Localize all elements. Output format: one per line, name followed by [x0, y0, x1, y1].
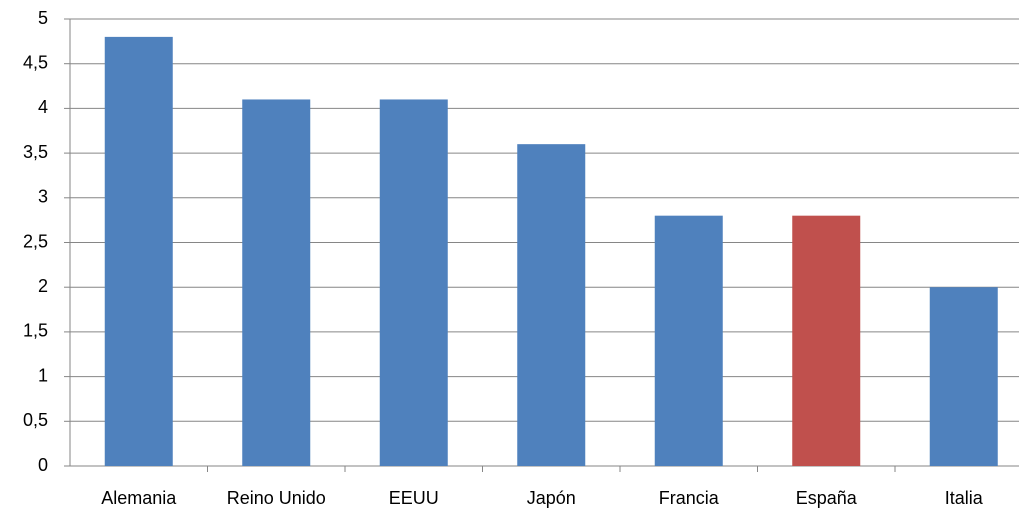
y-tick-label: 4,5	[23, 52, 48, 72]
bar	[380, 99, 448, 466]
x-tick-label: Alemania	[101, 488, 177, 508]
bar	[792, 216, 860, 466]
x-tick-label: Francia	[659, 488, 720, 508]
x-tick-label: Japón	[527, 488, 576, 508]
bar	[242, 99, 310, 466]
y-tick-label: 3,5	[23, 142, 48, 162]
bar	[930, 287, 998, 466]
bar	[517, 144, 585, 466]
chart: 0 0,5 1 1,5 2 2,5 3 3,5 4 4,5 5 Alemania Reino Unido…	[0, 0, 1019, 513]
y-tick-label: 2,5	[23, 231, 48, 251]
y-tick-label: 0,5	[23, 410, 48, 430]
y-tick-label: 2	[38, 276, 48, 296]
bar	[105, 37, 173, 466]
bar	[655, 216, 723, 466]
y-tick-label: 0	[38, 455, 48, 475]
y-tick-label: 1	[38, 365, 48, 385]
y-tick-label: 4	[38, 97, 48, 117]
y-tick-label: 5	[38, 8, 48, 28]
y-tick-label: 1,5	[23, 321, 48, 341]
x-tick-label: Italia	[945, 488, 984, 508]
x-tick-label: España	[796, 488, 858, 508]
y-tick-label: 3	[38, 187, 48, 207]
x-tick-label: EEUU	[389, 488, 439, 508]
x-tick-label: Reino Unido	[227, 488, 326, 508]
